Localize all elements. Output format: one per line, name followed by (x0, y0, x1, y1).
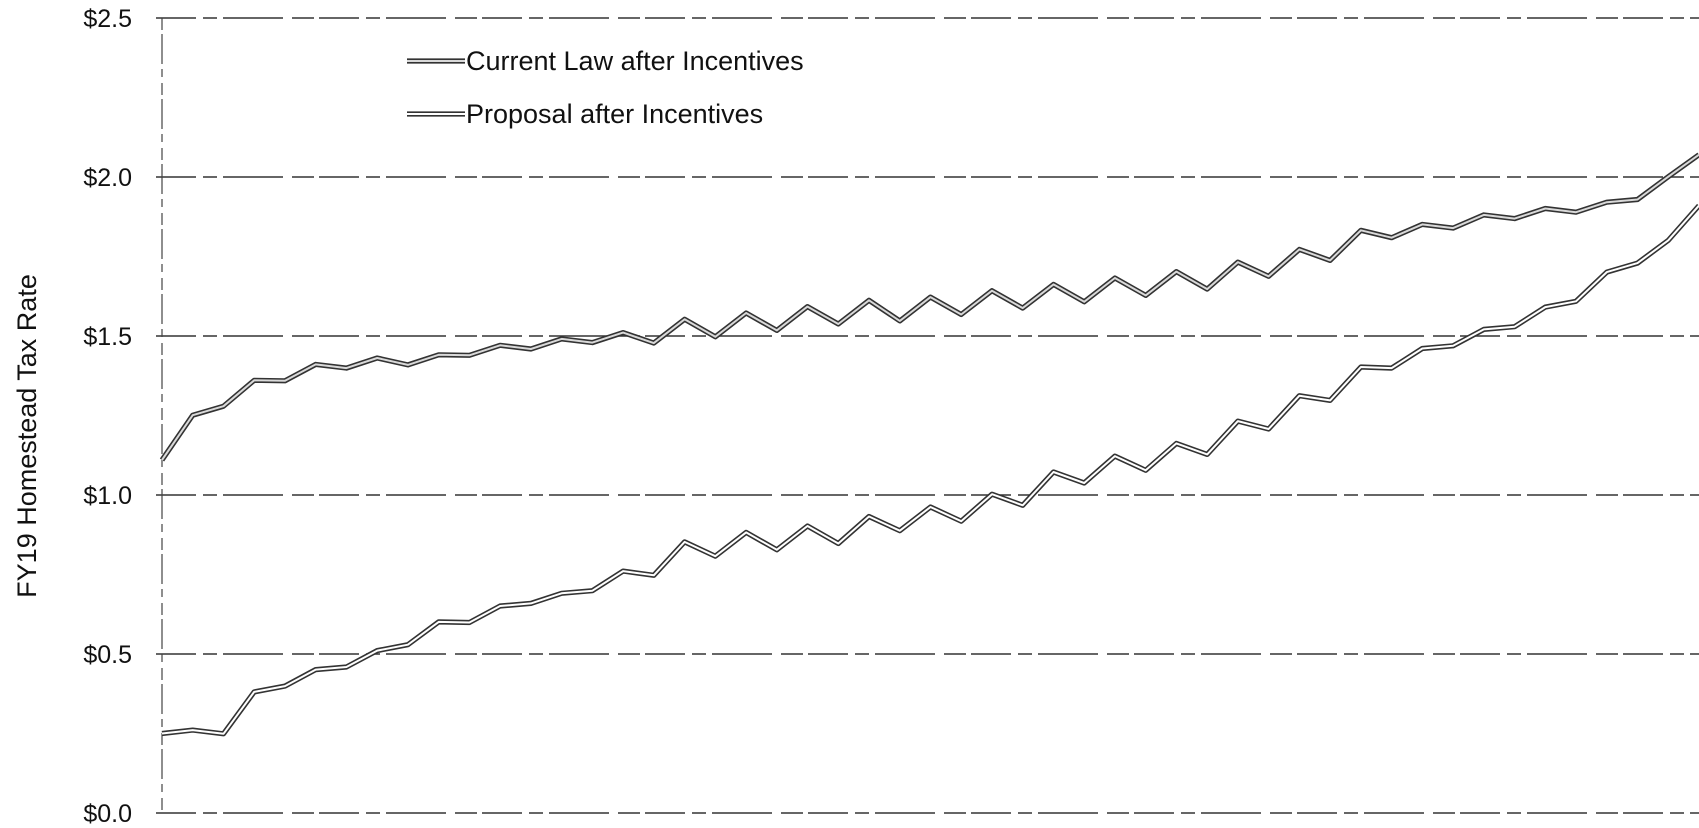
series-line-current-law-after-incentives-inner (161, 153, 1699, 461)
y-tick-label: $0.5 (83, 641, 132, 669)
y-axis-label: FY19 Homestead Tax Rate (12, 274, 42, 598)
y-tick-label: $0.0 (83, 800, 132, 828)
legend-label-proposal: Proposal after Incentives (466, 99, 763, 129)
y-tick-label: $2.5 (83, 5, 132, 33)
legend-item-proposal: Proposal after Incentives (407, 99, 763, 129)
gridlines (156, 17, 1699, 814)
legend: Current Law after Incentives Proposal af… (407, 46, 804, 129)
series-line-proposal-after-incentives-inner (161, 204, 1699, 735)
series-line-current-law-after-incentives (159, 152, 1699, 462)
y-tick-labels: $0.0 $0.5 $1.0 $1.5 $2.0 $2.5 (83, 5, 132, 828)
y-tick-label: $1.0 (83, 482, 132, 510)
y-tick-label: $2.0 (83, 164, 132, 192)
series-lines (159, 152, 1699, 737)
y-tick-label: $1.5 (83, 323, 132, 351)
legend-item-current-law: Current Law after Incentives (407, 46, 804, 76)
legend-label-current-law: Current Law after Incentives (466, 46, 804, 76)
